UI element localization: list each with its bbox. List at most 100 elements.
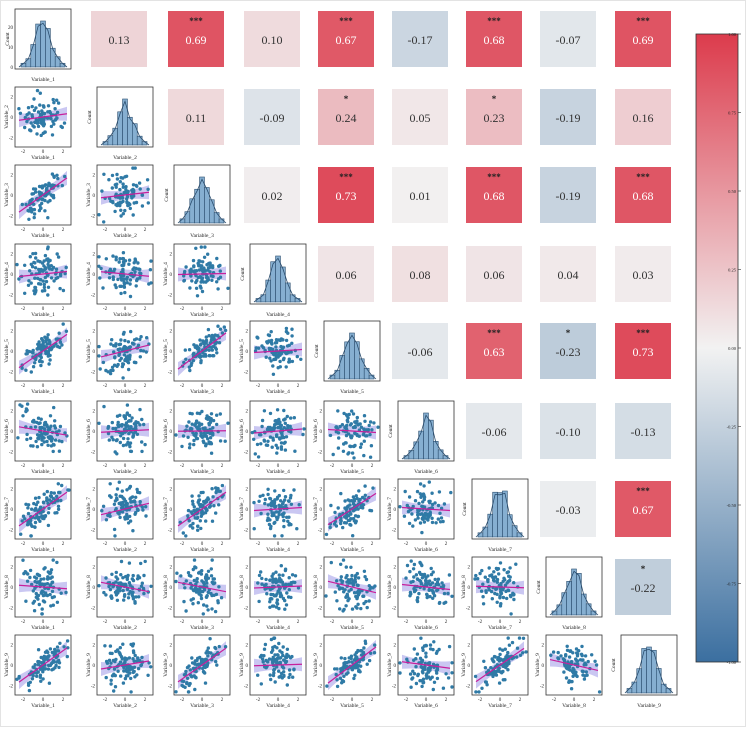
scatter-point: [368, 509, 371, 512]
y-axis-label: Count: [87, 110, 93, 124]
scatter-point: [341, 609, 344, 612]
y-axis-label: Variable_6: [163, 419, 169, 443]
y-tick-label: 2: [11, 252, 14, 257]
x-tick-label: -2: [21, 464, 26, 469]
scatter-point: [430, 517, 433, 520]
scatter-point: [583, 663, 586, 666]
scatter-point: [42, 599, 45, 602]
scatter-point: [409, 672, 412, 675]
scatter-point: [438, 490, 441, 493]
y-axis-label: Variable_2: [4, 105, 10, 129]
y-tick-label: -2: [9, 451, 14, 456]
histogram-bar: [335, 370, 340, 379]
scatter-point: [32, 97, 35, 100]
scatter-point: [115, 507, 118, 510]
scatter-point: [43, 427, 46, 430]
scatter-point: [335, 599, 338, 602]
scatter-point: [255, 336, 258, 339]
scatter-point: [342, 662, 345, 665]
scatter-point: [192, 259, 195, 262]
scatter-point: [214, 491, 217, 494]
scatter-point: [186, 677, 189, 680]
scatter-point: [196, 529, 199, 532]
corr-stars: ***: [636, 486, 650, 496]
scatter-point: [28, 128, 31, 131]
scatter-point: [46, 336, 49, 339]
scatter-point: [110, 597, 113, 600]
scatter-point: [134, 166, 137, 169]
scatter-point: [38, 603, 41, 606]
scatter-point: [276, 496, 279, 499]
scatter-point: [175, 572, 178, 575]
scatter-point: [338, 607, 341, 610]
scatter-point: [199, 343, 202, 346]
scatter-point: [29, 444, 32, 447]
scatter-point: [48, 182, 51, 185]
scatter-point: [263, 409, 266, 412]
scatter-point: [436, 581, 439, 584]
scatter-point: [287, 595, 290, 598]
corr-value: 0.10: [262, 33, 283, 47]
scatter-point: [134, 257, 137, 260]
scatter-point: [34, 266, 37, 269]
scatter-point: [409, 686, 412, 689]
y-tick-label: -2: [466, 685, 471, 690]
scatter-point: [418, 579, 421, 582]
y-tick-label: -2: [9, 215, 14, 220]
scatter-point: [187, 420, 190, 423]
y-tick-label: -2: [91, 451, 96, 456]
scatter-point: [132, 574, 135, 577]
scatter-point: [268, 600, 271, 603]
scatter-point: [287, 516, 290, 519]
scatter-point: [284, 422, 287, 425]
scatter-point: [32, 420, 35, 423]
y-tick-label: -2: [318, 451, 323, 456]
scatter-point: [113, 503, 116, 506]
scatter-point: [366, 606, 369, 609]
scatter-point: [111, 200, 114, 203]
corr-stars: *: [492, 94, 497, 104]
y-tick-label: 0: [246, 350, 249, 355]
scatter-point: [272, 637, 275, 640]
panel-2-3: 0.11: [168, 89, 224, 145]
scatter-point: [187, 664, 190, 667]
scatter-point: [420, 494, 423, 497]
x-axis-label: Variable_2: [113, 155, 137, 161]
scatter-point: [419, 637, 422, 640]
scatter-point: [50, 668, 53, 671]
scatter-point: [278, 437, 281, 440]
scatter-point: [131, 195, 134, 198]
y-axis-label: Variable_7: [239, 497, 245, 521]
scatter-point: [49, 117, 52, 120]
scatter-point: [507, 580, 510, 583]
x-tick-label: 2: [593, 698, 596, 703]
scatter-point: [120, 423, 123, 426]
scatter-point: [197, 571, 200, 574]
scatter-point: [426, 518, 429, 521]
scatter-point: [202, 266, 205, 269]
scatter-point: [398, 671, 401, 674]
scatter-point: [52, 266, 55, 269]
scatter-point: [122, 681, 125, 684]
scatter-point: [65, 330, 68, 333]
scatter-point: [362, 602, 365, 605]
scatter-point: [133, 600, 136, 603]
scatter-point: [205, 604, 208, 607]
scatter-point: [414, 518, 417, 521]
x-tick-label: -2: [21, 542, 26, 547]
scatter-point: [429, 511, 432, 514]
scatter-point: [60, 592, 63, 595]
scatter-point: [278, 577, 281, 580]
scatter-point: [226, 422, 229, 425]
scatter-point: [432, 688, 435, 691]
scatter-point: [371, 486, 374, 489]
scatter-point: [142, 574, 145, 577]
histogram-bar: [438, 450, 443, 459]
scatter-point: [350, 588, 353, 591]
scatter-point: [210, 279, 213, 282]
scatter-point: [28, 689, 31, 692]
y-axis-label: Variable_9: [387, 653, 393, 677]
scatter-point: [41, 677, 44, 680]
scatter-point: [339, 492, 342, 495]
scatter-point: [37, 670, 40, 673]
